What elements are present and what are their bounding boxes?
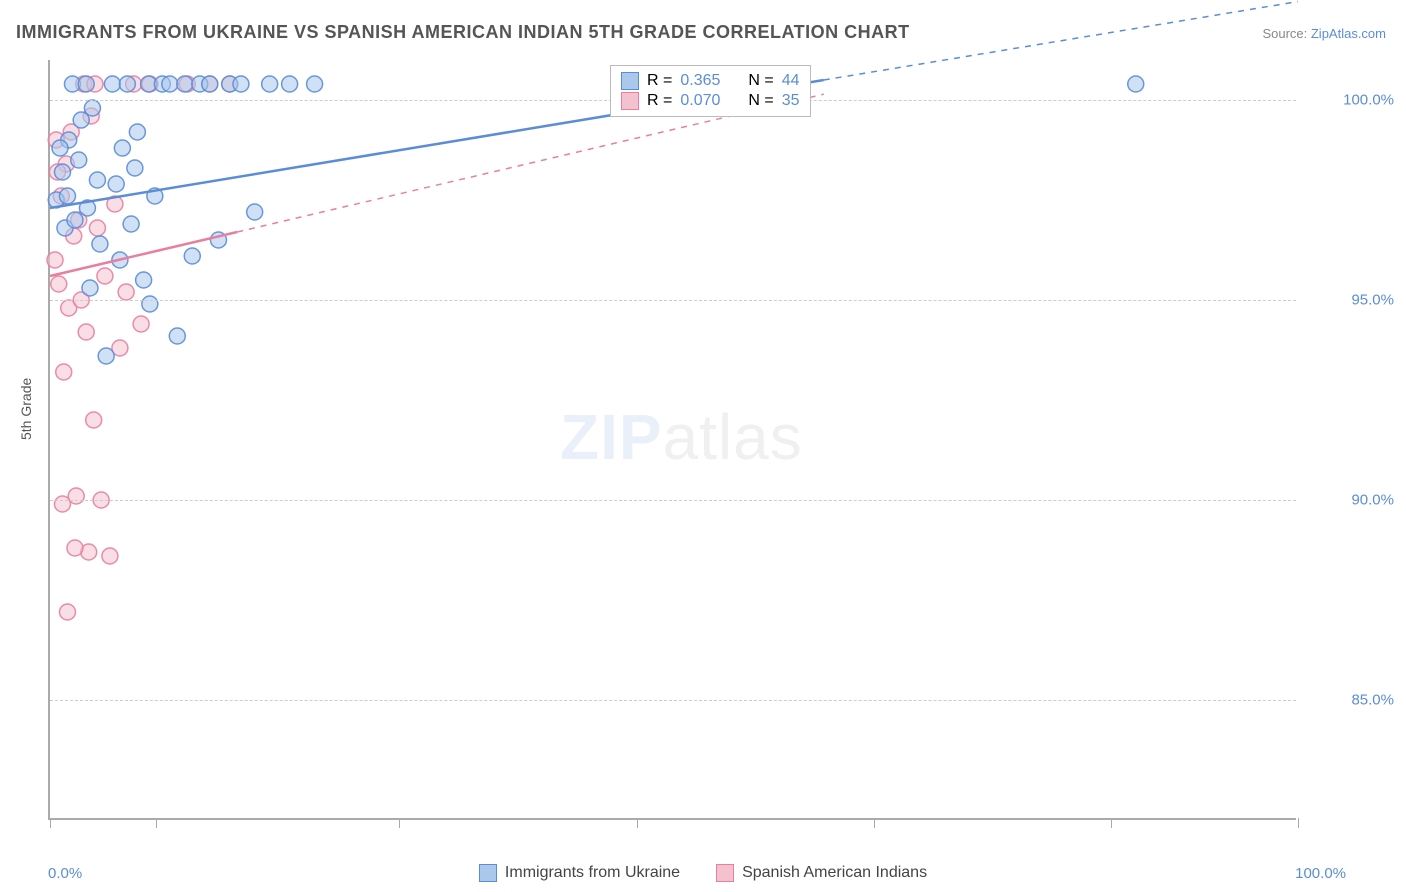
legend-label: Immigrants from Ukraine: [505, 864, 680, 882]
y-axis-label: 5th Grade: [18, 378, 34, 440]
legend-swatch: [479, 864, 497, 882]
y-tick-label: 90.0%: [1351, 492, 1394, 509]
bottom-legend: Immigrants from Ukraine Spanish American …: [0, 864, 1406, 882]
r-label: R =: [647, 72, 672, 90]
n-label: N =: [748, 92, 773, 110]
gridline-h: [50, 700, 1296, 701]
x-tick: [399, 818, 400, 828]
y-tick-label: 85.0%: [1351, 692, 1394, 709]
x-tick: [1298, 818, 1299, 828]
watermark-bold: ZIP: [560, 401, 663, 473]
stats-box: R = 0.365 N = 44 R = 0.070 N = 35: [610, 65, 811, 117]
x-tick: [156, 818, 157, 828]
legend-item: Spanish American Indians: [716, 864, 927, 882]
gridline-h: [50, 500, 1296, 501]
chart-title: IMMIGRANTS FROM UKRAINE VS SPANISH AMERI…: [16, 22, 910, 43]
y-tick-label: 100.0%: [1343, 92, 1394, 109]
watermark: ZIPatlas: [560, 400, 803, 474]
legend-swatch: [621, 72, 639, 90]
n-value: 35: [782, 92, 800, 110]
n-value: 44: [782, 72, 800, 90]
y-tick-label: 95.0%: [1351, 292, 1394, 309]
x-tick: [1111, 818, 1112, 828]
legend-swatch: [621, 92, 639, 110]
watermark-light: atlas: [663, 401, 803, 473]
legend-swatch: [716, 864, 734, 882]
stats-row: R = 0.070 N = 35: [621, 92, 800, 110]
gridline-h: [50, 300, 1296, 301]
x-tick: [50, 818, 51, 828]
source-prefix: Source:: [1262, 26, 1310, 41]
source-attribution: Source: ZipAtlas.com: [1262, 26, 1386, 41]
x-tick: [637, 818, 638, 828]
stats-row: R = 0.365 N = 44: [621, 72, 800, 90]
source-link[interactable]: ZipAtlas.com: [1311, 26, 1386, 41]
legend-item: Immigrants from Ukraine: [479, 864, 680, 882]
r-value: 0.365: [680, 72, 720, 90]
legend-label: Spanish American Indians: [742, 864, 927, 882]
n-label: N =: [748, 72, 773, 90]
x-tick: [874, 818, 875, 828]
r-value: 0.070: [680, 92, 720, 110]
r-label: R =: [647, 92, 672, 110]
